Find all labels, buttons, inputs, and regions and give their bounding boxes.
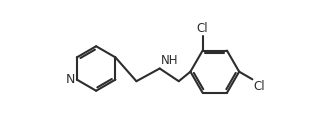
Text: N: N — [66, 73, 75, 86]
Text: Cl: Cl — [253, 80, 265, 93]
Text: NH: NH — [161, 54, 178, 67]
Text: Cl: Cl — [197, 22, 209, 35]
